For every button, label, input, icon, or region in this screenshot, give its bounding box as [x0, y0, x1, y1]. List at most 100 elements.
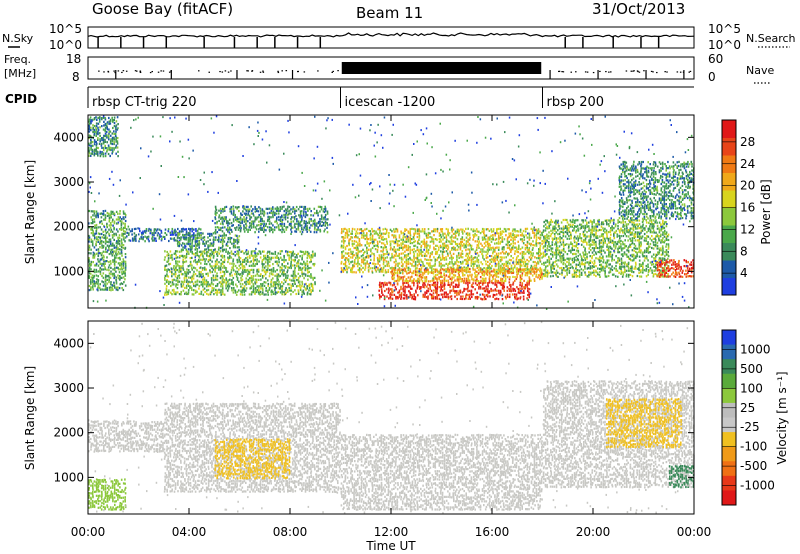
heatmap-cell	[212, 256, 215, 259]
heatmap-cell	[205, 240, 208, 243]
heatmap-cell	[430, 259, 433, 262]
heatmap-cell	[229, 236, 231, 239]
nsky-label: N.Sky	[2, 32, 34, 45]
heatmap-cell	[241, 218, 244, 221]
heatmap-cell	[391, 252, 393, 256]
heatmap-cell	[402, 238, 404, 241]
heatmap-cell	[418, 229, 421, 233]
cpid-label: CPID	[5, 92, 37, 106]
heatmap-cell	[191, 264, 193, 267]
heatmap-cell	[101, 146, 103, 149]
heatmap-cell	[313, 218, 316, 221]
heatmap-cell	[357, 256, 359, 259]
heatmap-cell	[492, 228, 495, 231]
heatmap-cell	[178, 245, 180, 248]
heatmap-cell	[498, 234, 500, 237]
heatmap-cell	[470, 244, 473, 247]
heatmap-cell	[150, 228, 152, 231]
heatmap-cell	[221, 256, 224, 259]
heatmap-cell	[167, 254, 170, 257]
heatmap-cell	[523, 286, 525, 289]
heatmap-cell	[476, 283, 478, 286]
heatmap-cell	[290, 293, 292, 296]
heatmap-cell	[371, 238, 374, 241]
heatmap-cell	[207, 285, 210, 288]
heatmap-cell	[301, 285, 303, 288]
heatmap-cell	[394, 264, 397, 267]
heatmap-cell	[243, 290, 245, 293]
heatmap-cell	[319, 224, 321, 227]
heatmap-cell	[308, 256, 311, 259]
heatmap-cell	[246, 274, 249, 277]
heatmap-cell	[168, 289, 170, 292]
heatmap-cell	[276, 262, 278, 265]
heatmap-cell	[431, 251, 434, 254]
heatmap-cell	[402, 283, 404, 286]
heatmap-cell	[97, 252, 100, 255]
freq-dot	[637, 70, 639, 73]
heatmap-cell	[216, 275, 219, 278]
heatmap-cell	[274, 285, 277, 288]
heatmap-cell	[113, 262, 116, 265]
heatmap-cell	[349, 248, 352, 251]
heatmap-cell	[400, 261, 403, 264]
heatmap-cell	[124, 284, 127, 287]
heatmap-cell	[227, 238, 230, 241]
heatmap-cell	[308, 283, 311, 286]
heatmap-cell	[112, 210, 114, 213]
heatmap-cell	[488, 290, 491, 293]
heatmap-cell	[259, 226, 261, 229]
freq-dense-block	[341, 62, 542, 74]
heatmap-cell	[93, 256, 96, 259]
heatmap-cell	[460, 295, 462, 298]
heatmap-cell	[270, 258, 272, 261]
heatmap-cell	[487, 246, 489, 249]
heatmap-cell	[176, 291, 179, 294]
heatmap-cell	[101, 262, 103, 265]
heatmap-cell	[411, 238, 413, 241]
heatmap-cell	[416, 270, 419, 273]
heatmap-cell	[216, 260, 218, 263]
heatmap-cell	[528, 238, 531, 241]
heatmap-cell	[282, 274, 285, 277]
heatmap-cell	[449, 257, 451, 260]
heatmap-cell	[504, 279, 507, 282]
heatmap-cell	[231, 224, 233, 227]
heatmap-cell	[100, 258, 103, 261]
heatmap-cell	[90, 240, 93, 243]
heatmap-cell	[206, 292, 208, 295]
heatmap-cell	[249, 282, 251, 285]
heatmap-cell	[238, 256, 240, 259]
heatmap-cell	[511, 293, 514, 296]
heatmap-cell	[283, 258, 285, 262]
heatmap-cell	[409, 242, 412, 245]
heatmap-cell	[270, 278, 273, 281]
heatmap-cell	[229, 247, 231, 250]
heatmap-cell	[234, 216, 236, 219]
heatmap-cell	[490, 237, 493, 241]
heatmap-cell	[112, 120, 114, 123]
heatmap-cell	[174, 239, 177, 242]
heatmap-cell	[124, 253, 127, 256]
heatmap-cell	[263, 220, 265, 223]
heatmap-cell	[247, 280, 249, 283]
heatmap-cell	[124, 260, 127, 263]
heatmap-cell	[526, 227, 529, 230]
heatmap-cell	[113, 272, 115, 275]
heatmap-cell	[450, 289, 453, 292]
heatmap-cell	[449, 295, 452, 298]
heatmap-cell	[234, 254, 237, 257]
heatmap-cell	[501, 277, 504, 281]
heatmap-cell	[488, 248, 491, 251]
heatmap-cell	[191, 242, 193, 245]
heatmap-cell	[351, 271, 353, 274]
heatmap-cell	[434, 262, 436, 265]
heatmap-cell	[394, 234, 397, 237]
heatmap-cell	[508, 228, 510, 231]
heatmap-cell	[274, 293, 277, 296]
heatmap-cell	[384, 246, 386, 249]
heatmap-cell	[409, 285, 412, 288]
heatmap-cell	[343, 227, 345, 231]
heatmap-cell	[286, 271, 288, 274]
heatmap-cell	[205, 272, 207, 276]
